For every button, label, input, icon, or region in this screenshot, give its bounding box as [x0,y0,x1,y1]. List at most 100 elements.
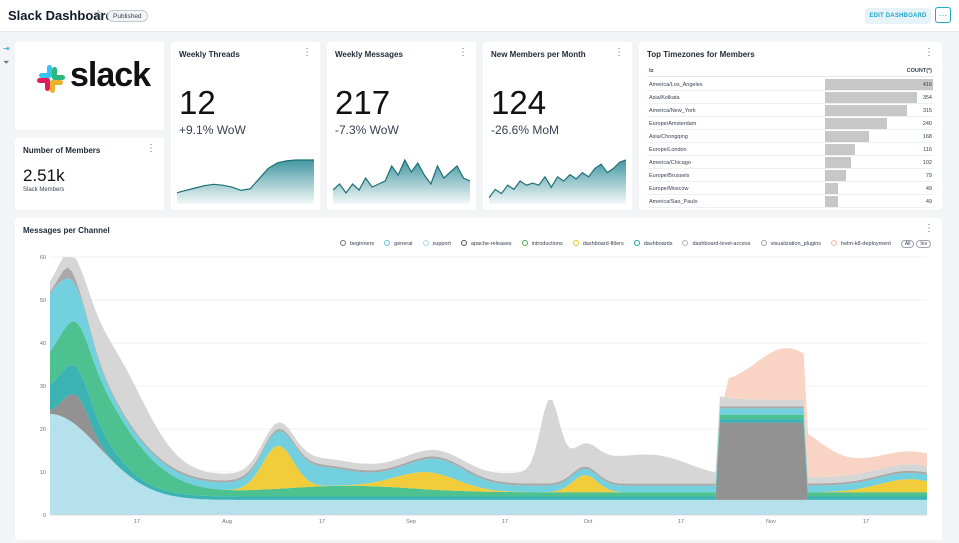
status-badge: Published [107,10,148,22]
messages-per-channel-card: Messages per Channel ⋮ beginners general s… [15,218,942,540]
kebab-menu-icon[interactable]: ⋮ [924,47,934,58]
legend-label: dashboards [643,241,673,247]
legend-item[interactable]: introductions [521,240,563,247]
members-card: Number of Members ⋮ 2.51k Slack Members [15,138,164,210]
y-tick-label: 40 [40,341,46,347]
table-row: America/Sao_Paulo 49 [647,195,934,208]
count-bar [825,144,856,155]
kpi-sparkline [489,159,626,204]
table-row: Asia/Kolkata 354 [647,91,934,104]
sparkline-line [177,159,314,194]
area-layer [50,393,927,500]
legend-item[interactable]: visualization_plugins [760,240,821,247]
table-row: America/New_York 315 [647,104,934,117]
more-options-button[interactable]: ··· [935,7,951,23]
kebab-menu-icon[interactable]: ⋮ [302,47,312,58]
legend-invert-button[interactable]: Inv [916,240,932,248]
slack-logo-icon [37,65,65,93]
count-value: 79 [925,173,932,179]
x-tick-label: 17 [319,519,325,525]
table-row: Europe/Brussels 79 [647,169,934,182]
legend-label: general [394,241,413,247]
count-bar [825,118,888,129]
legend-dot-icon [831,240,838,246]
count-value: 49 [925,199,932,205]
legend-item[interactable]: dashboards [633,240,673,247]
x-tick-label: Oct [584,519,593,525]
kpi-title: New Members per Month [491,50,586,59]
legend-label: beginners [350,241,375,247]
legend-item[interactable]: dashboard-filters [572,240,624,247]
legend-dot-icon [521,240,528,246]
members-title: Number of Members [23,146,101,155]
column-header-count[interactable]: COUNT(*) [906,68,932,74]
legend-item[interactable]: general [384,240,413,247]
page-title: Slack Dashboard [8,8,114,23]
timezones-card: Top Timezones for Members ⋮ tz COUNT(*) … [639,42,942,210]
column-header-tz[interactable]: tz [649,68,654,74]
y-tick-label: 20 [40,427,46,433]
table-row: Asia/Chongqing 168 [647,130,934,143]
count-value: 102 [922,160,932,166]
area-layer [50,413,927,515]
table-row: America/Chicago 102 [647,156,934,169]
kpi-sparkline [333,158,470,204]
x-tick-label: 17 [502,519,508,525]
y-tick-label: 60 [40,255,46,261]
table-row: Europe/Amsterdam 240 [647,117,934,130]
legend-label: helm-k8-deployment [841,241,891,247]
legend-all-button[interactable]: All [900,240,915,248]
x-tick-label: 17 [134,519,140,525]
members-subtitle: Slack Members [23,187,65,193]
legend-dot-icon [760,240,767,246]
legend-label: dashboard-filters [582,241,624,247]
x-tick-label: Nov [766,519,776,525]
kebab-menu-icon[interactable]: ⋮ [458,47,468,58]
count-value: 49 [925,186,932,192]
count-bar [825,105,907,116]
count-bar [825,170,846,181]
table-row: America/Los_Angeles 416 [647,78,934,91]
count-value: 116 [923,147,932,153]
x-tick-label: Aug [222,519,232,525]
kebab-menu-icon[interactable]: ⋮ [924,223,934,234]
kpi-delta: +9.1% WoW [179,123,246,137]
kpi-value: 124 [491,84,547,121]
dashboard-header: Slack Dashboard ☆ Published EDIT DASHBOA… [0,0,959,32]
sparkline-line [333,158,470,195]
legend-dot-icon [460,240,467,246]
count-bar [825,92,917,103]
timezone-name: Asia/Kolkata [649,95,680,101]
timezone-name: America/New_York [649,108,696,114]
legend-label: support [432,241,451,247]
kebab-menu-icon[interactable]: ⋮ [146,143,156,154]
legend-item[interactable]: apache-releases [460,240,512,247]
y-tick-label: 0 [43,513,46,519]
expand-filters-icon[interactable]: ⇥ [3,44,10,53]
area-layer [50,257,927,478]
legend-item[interactable]: dashboard-level-access [682,240,751,247]
legend-item[interactable]: helm-k8-deployment [831,240,891,247]
count-bar [825,196,838,207]
slack-wordmark: slack [70,56,151,94]
edit-dashboard-button[interactable]: EDIT DASHBOARD [865,8,931,24]
timezone-name: Europe/Amsterdam [649,121,697,127]
y-tick-label: 50 [40,298,46,304]
legend-item[interactable]: support [422,240,451,247]
count-value: 354 [922,95,932,101]
filter-icon[interactable]: ⏷ [3,58,10,67]
star-icon[interactable]: ☆ [93,7,104,21]
count-value: 240 [922,121,932,127]
x-tick-label: Sep [406,519,416,525]
sparkline-area [489,160,626,204]
filter-sidebar: ⇥ ⏷ [0,32,12,543]
timezone-name: America/Sao_Paulo [649,199,698,205]
x-tick-label: 17 [863,519,869,525]
stacked-area-chart: 0 10 20 30 40 50 60 17 Aug 17 Sep 17 Oct 17 Nov 17 [40,255,927,525]
table-row: Europe/London 116 [647,143,934,156]
legend-item[interactable]: beginners [340,240,374,247]
count-bar [825,79,933,90]
sparkline-area [177,160,314,204]
timezone-name: Europe/London [649,147,687,153]
kebab-menu-icon[interactable]: ⋮ [614,47,624,58]
